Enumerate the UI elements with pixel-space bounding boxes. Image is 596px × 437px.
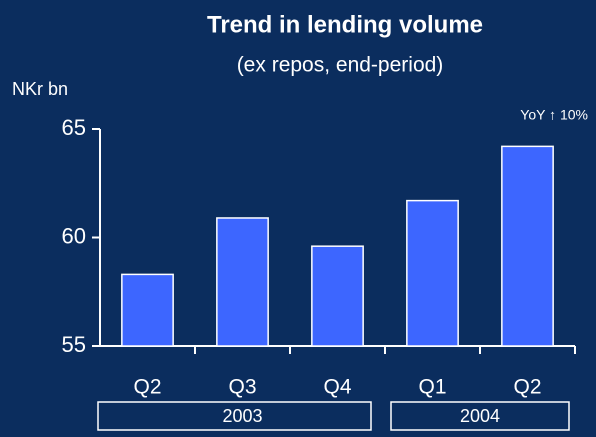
bar <box>216 217 269 347</box>
y-axis-label: NKr bn <box>12 79 68 99</box>
chart-title: Trend in lending volume <box>207 11 483 38</box>
group-label: 2004 <box>460 406 500 426</box>
y-tick-label: 65 <box>62 115 86 140</box>
group-box <box>390 401 570 431</box>
x-tick-label: Q1 <box>418 376 446 399</box>
chart-subtitle: (ex repos, end-period) <box>237 54 444 77</box>
y-tick-label: 55 <box>62 332 86 357</box>
x-tick-label: Q4 <box>323 376 351 399</box>
annotation: YoY ↑ 10% <box>520 107 588 123</box>
group-box <box>97 401 372 431</box>
bar <box>121 273 174 347</box>
bar <box>501 145 554 347</box>
x-tick-label: Q2 <box>513 376 541 399</box>
x-tick-label: Q2 <box>133 376 161 399</box>
group-label: 2003 <box>222 406 262 426</box>
bar <box>406 199 459 347</box>
y-tick-label: 60 <box>62 223 86 248</box>
bar <box>311 245 364 347</box>
x-tick-label: Q3 <box>228 376 256 399</box>
